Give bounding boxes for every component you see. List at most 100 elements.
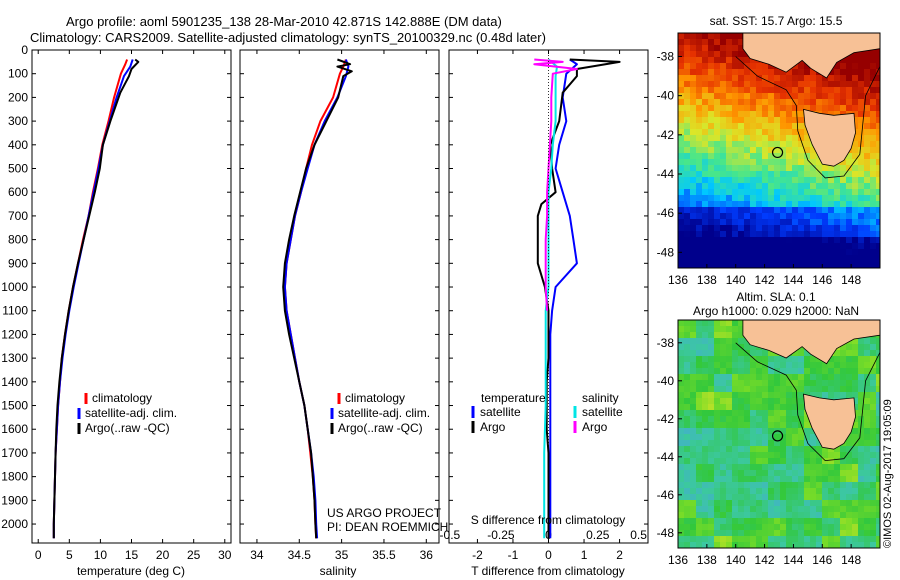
map-cell xyxy=(732,147,739,154)
map-cell xyxy=(738,201,745,208)
map-cell xyxy=(708,135,715,142)
map-cell xyxy=(702,482,709,489)
map-cell xyxy=(822,165,829,172)
map-cell xyxy=(684,344,691,351)
map-cell xyxy=(834,81,841,88)
map-cell xyxy=(792,93,799,100)
x-tick-label: 30 xyxy=(218,548,232,562)
map-cell xyxy=(876,416,880,423)
map-cell xyxy=(738,434,745,441)
map-cell xyxy=(858,129,865,136)
map-cell xyxy=(876,518,880,525)
map-cell xyxy=(756,512,763,519)
map-x-tick-label: 146 xyxy=(812,273,832,287)
map-cell xyxy=(798,386,805,393)
map-cell xyxy=(738,428,745,435)
map-cell xyxy=(786,183,793,190)
map-cell xyxy=(864,434,871,441)
map-cell xyxy=(804,261,811,268)
map-cell xyxy=(732,159,739,166)
x-tick-label: 34.5 xyxy=(288,548,312,562)
map-cell xyxy=(870,171,877,178)
map-cell xyxy=(678,404,685,411)
map-cell xyxy=(684,237,691,244)
map-cell xyxy=(696,512,703,519)
map-cell xyxy=(864,183,871,190)
map-cell xyxy=(744,536,751,543)
map-cell xyxy=(702,141,709,148)
map-cell xyxy=(738,129,745,136)
map-cell xyxy=(690,422,697,429)
map-cell xyxy=(762,63,769,70)
depth-tick-label: 700 xyxy=(8,209,28,223)
map-cell xyxy=(804,231,811,238)
map-cell xyxy=(834,237,841,244)
map-cell xyxy=(876,165,880,172)
map-cell xyxy=(768,410,775,417)
map-cell xyxy=(804,135,811,142)
map-cell xyxy=(846,452,853,459)
map-cell xyxy=(732,452,739,459)
map-cell xyxy=(720,494,727,501)
map-cell xyxy=(798,530,805,537)
map-cell xyxy=(708,153,715,160)
map-cell xyxy=(876,99,880,106)
map-cell xyxy=(876,87,880,94)
map-cell xyxy=(816,446,823,453)
map-cell xyxy=(744,518,751,525)
map-cell xyxy=(852,356,859,363)
map-cell xyxy=(708,201,715,208)
map-cell xyxy=(750,135,757,142)
map-cell xyxy=(780,506,787,513)
map-cell xyxy=(774,243,781,250)
map-cell xyxy=(702,440,709,447)
map-cell xyxy=(858,63,865,70)
map-cell xyxy=(852,482,859,489)
map-cell xyxy=(828,362,835,369)
map-cell xyxy=(780,201,787,208)
map-cell xyxy=(858,470,865,477)
map-cell xyxy=(798,177,805,184)
map-cell xyxy=(792,494,799,501)
map-cell xyxy=(678,476,685,483)
map-cell xyxy=(792,177,799,184)
map-cell xyxy=(768,147,775,154)
map-cell xyxy=(702,386,709,393)
map-cell xyxy=(726,243,733,250)
map-cell xyxy=(792,255,799,262)
map-cell xyxy=(690,135,697,142)
map-cell xyxy=(708,374,715,381)
map-cell xyxy=(774,356,781,363)
map-cell xyxy=(708,494,715,501)
map-y-tick-label: -40 xyxy=(657,89,675,103)
map-cell xyxy=(876,542,880,548)
map-cell xyxy=(762,255,769,262)
map-cell xyxy=(708,183,715,190)
map-cell xyxy=(792,542,799,548)
map-cell xyxy=(816,87,823,94)
map-cell xyxy=(786,141,793,148)
map-cell xyxy=(870,135,877,142)
map-cell xyxy=(864,171,871,178)
map-cell xyxy=(708,392,715,399)
map-cell xyxy=(738,165,745,172)
map-cell xyxy=(828,177,835,184)
map-cell xyxy=(858,506,865,513)
map-cell xyxy=(762,458,769,465)
map-cell xyxy=(684,213,691,220)
map-cell xyxy=(720,141,727,148)
map-cell xyxy=(804,464,811,471)
map-cell xyxy=(816,177,823,184)
map-cell xyxy=(858,189,865,196)
map-cell xyxy=(744,69,751,76)
map-cell xyxy=(720,452,727,459)
map-cell xyxy=(774,434,781,441)
map-cell xyxy=(684,524,691,531)
map-cell xyxy=(804,243,811,250)
map-cell xyxy=(732,392,739,399)
map-cell xyxy=(702,33,709,40)
map-cell xyxy=(828,476,835,483)
map-cell xyxy=(804,512,811,519)
map-cell xyxy=(732,320,739,327)
map-cell xyxy=(702,219,709,226)
